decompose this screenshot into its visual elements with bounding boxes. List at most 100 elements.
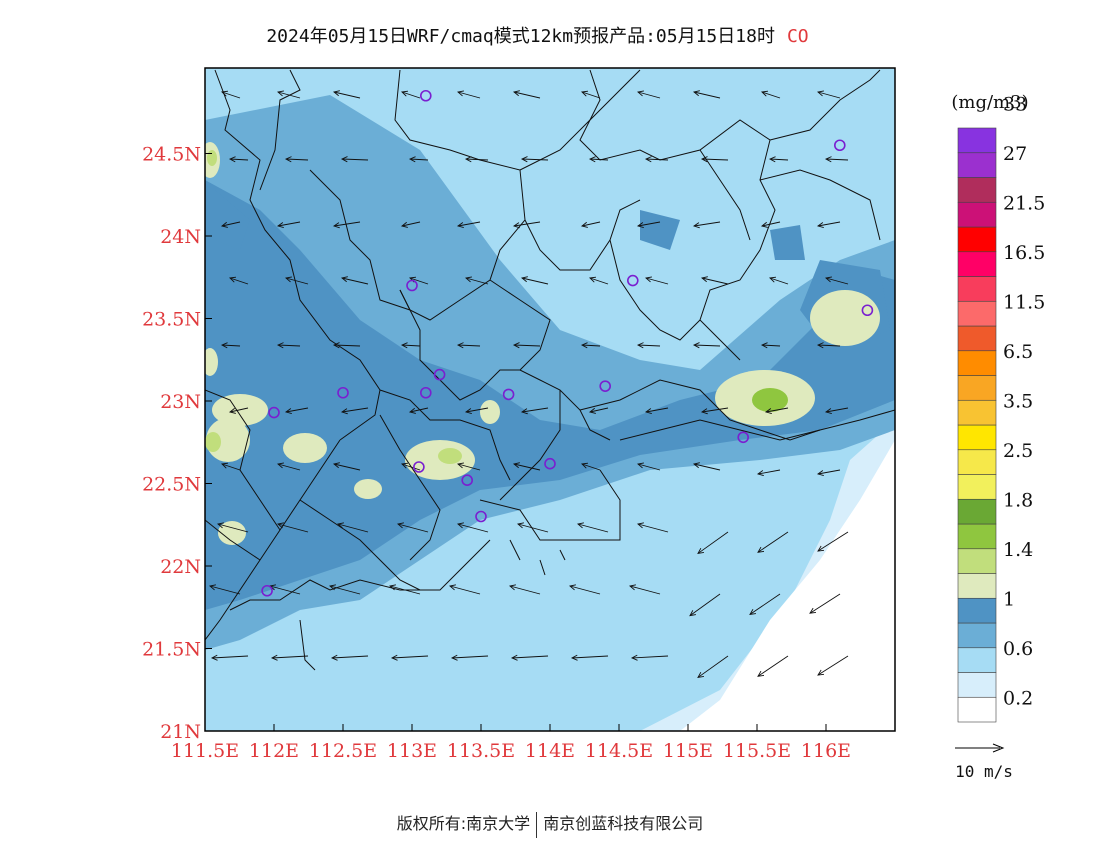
wind-arrowhead (636, 342, 644, 349)
wind-arrow (757, 469, 781, 475)
wind-arrowhead (217, 522, 224, 529)
colorbar-label: 3.5 (1003, 390, 1033, 412)
wind-arrowhead (332, 342, 340, 349)
wind-arrowhead (637, 462, 644, 469)
wind-arrowhead (769, 276, 777, 283)
wind-arrow (571, 655, 609, 659)
wind-arrow (521, 407, 549, 413)
wind-arrowhead (768, 156, 776, 163)
wind-arrow (589, 158, 609, 161)
wind-arrowhead (637, 522, 644, 529)
station-marker (413, 461, 425, 473)
admin-boundaries (205, 69, 895, 671)
colorbar-swatch (957, 672, 997, 698)
wind-arrowhead (464, 156, 472, 163)
wind-arrowhead (697, 671, 704, 679)
wind-arrowhead (761, 90, 769, 97)
wind-arrowhead (760, 221, 768, 228)
lon-tick-label: 113.5E (447, 740, 515, 762)
wind-arrowhead (816, 222, 824, 229)
wind-arrowhead (512, 90, 520, 97)
wind-reference-arrowhead (992, 743, 1005, 753)
wind-arrow (465, 407, 489, 413)
wind-arrow (465, 158, 489, 161)
wind-arrow (277, 523, 309, 533)
longitude-axis: 111.5E 112E 112.5E 113E 113.5E 114E 114.5E 115E… (171, 724, 851, 762)
wind-arrow (689, 593, 721, 616)
station-marker (737, 431, 750, 444)
wind-arrow (637, 523, 669, 533)
wind-arrow (817, 344, 841, 347)
wind-arrow (577, 523, 609, 533)
wind-arrowhead (580, 342, 588, 349)
latitude-axis: 24.5N 24N 23.5N 23N 22.5N 22N 21.5N 21N (142, 144, 212, 743)
wind-arrow (701, 158, 729, 161)
wind-arrowhead (509, 584, 516, 591)
wind-arrowhead (389, 584, 396, 591)
wind-arrowhead (400, 342, 408, 349)
lat-tick-label: 21N (160, 721, 201, 743)
wind-arrow (761, 221, 781, 227)
wind-arrowhead (581, 90, 589, 97)
colorbar-label: 2.5 (1003, 440, 1033, 462)
wind-arrow (701, 407, 729, 413)
wind-arrowhead (760, 342, 768, 349)
wind-arrow (337, 523, 369, 533)
wind-arrow (693, 463, 721, 471)
colorbar-swatch (957, 523, 997, 550)
station-marker (475, 510, 487, 523)
colorbar-label: 0.2 (1003, 687, 1033, 709)
lat-tick-label: 24.5N (142, 144, 201, 166)
wind-arrow (401, 344, 421, 347)
wind-arrow (817, 221, 841, 227)
wind-arrow (333, 221, 361, 227)
colorbar-swatch (957, 375, 997, 401)
wind-arrow (637, 344, 661, 347)
wind-arrowhead (512, 462, 520, 469)
wind-arrow (333, 344, 361, 347)
wind-arrow (401, 463, 421, 471)
colorbar-label: 11.5 (1003, 291, 1045, 313)
wind-arrowhead (757, 546, 765, 553)
colorbar-label: 33 (1003, 93, 1027, 115)
wind-arrow (817, 469, 841, 475)
colorbar-swatch (957, 325, 997, 352)
wind-arrowhead (817, 90, 824, 97)
station-marker (833, 139, 846, 152)
wind-arrowhead (629, 584, 636, 591)
wind-arrowhead (277, 522, 284, 529)
wind-arrowhead (400, 221, 408, 228)
station-marker (419, 386, 432, 399)
wind-arrowhead (570, 654, 578, 661)
wind-arrow (817, 655, 849, 676)
wind-arrow (451, 655, 489, 659)
wind-arrow (825, 277, 849, 285)
wind-arrowhead (457, 90, 464, 97)
wind-arrow (637, 91, 661, 99)
wind-arrowhead (569, 584, 576, 591)
co-concentration-field (205, 68, 895, 731)
colorbar-swatch (957, 300, 997, 327)
wind-arrowhead (817, 545, 825, 552)
wind-arrowhead (397, 522, 404, 529)
lat-tick-label: 23.5N (142, 309, 201, 331)
wind-arrowhead (580, 221, 588, 228)
colorbar-label: 6.5 (1003, 341, 1033, 363)
wind-arrow (629, 585, 661, 595)
wind-arrow (701, 277, 729, 285)
wind-arrow (769, 277, 789, 285)
wind-arrow (581, 344, 601, 347)
wind-arrow (221, 344, 241, 347)
wind-arrowhead (756, 470, 764, 477)
wind-arrow (331, 655, 369, 659)
wind-arrowhead (697, 547, 704, 555)
colorbar-swatch (957, 597, 997, 624)
footer-right: 南京创蓝科技有限公司 (543, 814, 704, 833)
lon-tick-label: 112.5E (309, 740, 377, 762)
wind-arrow (513, 91, 541, 99)
wind-arrow (825, 407, 849, 413)
colorbar-swatch (957, 498, 997, 525)
station-marker (419, 89, 432, 102)
wind-arrowhead (809, 607, 817, 614)
wind-arrow (645, 277, 669, 285)
